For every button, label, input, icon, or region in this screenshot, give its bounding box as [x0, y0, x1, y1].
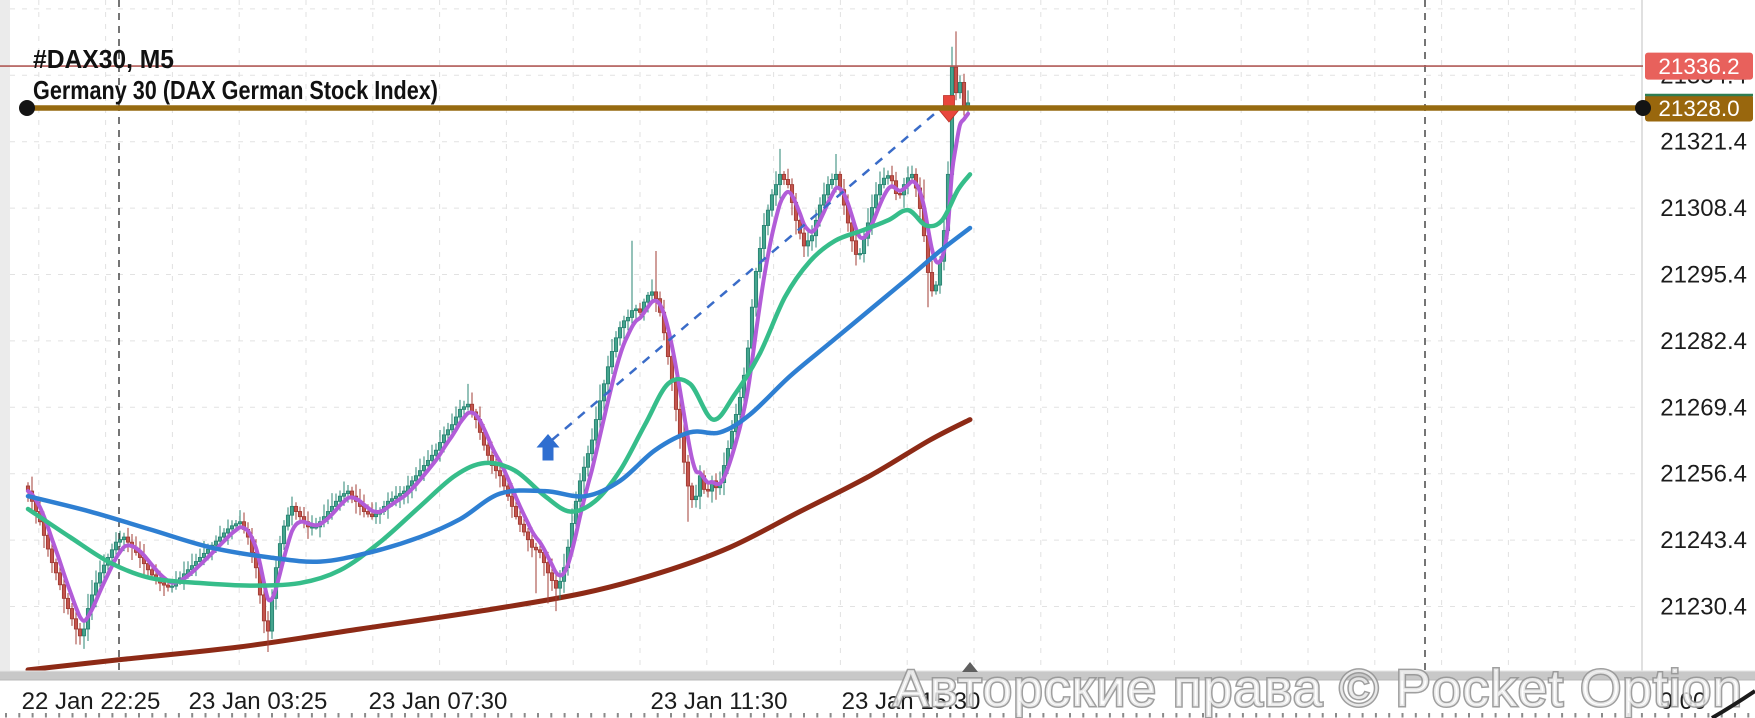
level-line-handle-dot[interactable]: [19, 99, 35, 116]
background-layer: [0, 0, 10, 671]
price-tick-label: 21321.4: [1660, 129, 1747, 156]
chart-scrollbar[interactable]: [0, 662, 1755, 681]
price-level-lines[interactable]: [0, 65, 1643, 111]
corner-swash-line: [1710, 689, 1755, 718]
chart-header: #DAX30, M5 Germany 30 (DAX German Stock …: [33, 44, 438, 105]
ma-slow-blue: [25, 225, 973, 564]
level-price-badge-label: 21328.0: [1658, 96, 1739, 121]
time-tick-label: 22 Jan 22:25: [22, 688, 161, 715]
price-tick-label: 21282.4: [1660, 328, 1747, 355]
price-tick-label: 21230.4: [1660, 594, 1747, 621]
scrollbar-position-marker: [962, 662, 978, 672]
time-tick-label: 23 Jan 15:30: [842, 688, 981, 715]
price-tick-label: 21269.4: [1660, 394, 1747, 421]
ma-fast-purple: [26, 111, 970, 623]
ask-price-badge: [1645, 52, 1753, 80]
price-tick-label: 21308.4: [1660, 195, 1747, 222]
copyright-watermark: Авторские права © Pocket Option: [893, 660, 1743, 718]
level-price-badge: [1645, 94, 1753, 122]
time-tick-label: 23 Jan 11:30: [650, 688, 787, 715]
moving-averages-layer: [25, 111, 973, 623]
price-axis: 21334.421321.421308.421295.421282.421269…: [19, 52, 1753, 621]
level-line-handle-dot[interactable]: [1635, 99, 1651, 116]
ma-medium-green: [25, 172, 973, 588]
price-tick-label: 21256.4: [1660, 461, 1747, 488]
time-tick-label: 0 00: [1660, 688, 1707, 715]
time-tick-label: 23 Jan 07:30: [369, 688, 508, 715]
price-tick-label: 21243.4: [1660, 527, 1747, 554]
symbol-title: #DAX30, M5: [33, 44, 174, 74]
time-tick-label: 23 Jan 03:25: [189, 688, 328, 715]
ma-slowest-darkred-line: [25, 417, 973, 673]
time-axis: 22 Jan 22:25 23 Jan 03:25 23 Jan 07:30 23 J…: [5, 688, 1750, 718]
price-tick-label: 21295.4: [1660, 262, 1747, 289]
ma-slowest-darkred: [25, 417, 973, 673]
buy-arrow-marker[interactable]: [536, 434, 560, 461]
day-separator-layer: [118, 0, 1426, 671]
symbol-description: Germany 30 (DAX German Stock Index): [33, 75, 438, 105]
grid-layer: [10, 0, 1643, 671]
ask-price-badge-label: 21336.2: [1658, 54, 1739, 79]
